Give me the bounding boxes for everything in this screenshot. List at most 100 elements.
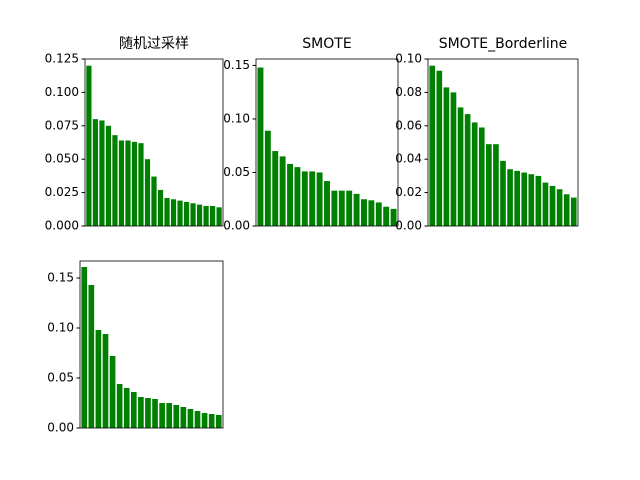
y-tick-label: 0.00 <box>223 219 250 233</box>
bar <box>368 200 375 226</box>
bar <box>514 170 520 226</box>
bar <box>118 140 125 226</box>
bar <box>173 405 180 428</box>
bar <box>457 107 464 226</box>
bar <box>570 197 577 226</box>
bar <box>102 334 109 428</box>
bar <box>493 144 499 226</box>
bar <box>159 403 165 428</box>
bar <box>316 172 323 226</box>
bar <box>81 267 88 428</box>
bar <box>130 392 137 428</box>
bar <box>125 140 131 226</box>
bar <box>383 206 390 226</box>
bar <box>183 201 190 226</box>
bar <box>301 171 308 226</box>
y-tick-label: 0.125 <box>45 52 79 66</box>
y-tick-label: 0.10 <box>223 111 250 125</box>
bar <box>279 156 286 226</box>
bar <box>264 130 271 226</box>
axes-frame <box>84 58 224 227</box>
bar <box>486 144 492 226</box>
bar <box>203 205 209 226</box>
y-tick-label: 0.05 <box>47 371 74 385</box>
bar <box>196 204 203 226</box>
bar <box>99 120 105 226</box>
y-tick-label: 0.10 <box>395 52 422 66</box>
bar <box>507 169 513 226</box>
bar <box>88 285 95 428</box>
axes-frame <box>255 58 399 227</box>
bar <box>346 190 353 226</box>
bar <box>190 203 196 226</box>
chart-title: SMOTE <box>302 36 351 52</box>
axes-frame <box>427 58 579 227</box>
y-tick-label: 0.00 <box>395 219 422 233</box>
bar <box>157 189 164 226</box>
y-tick-label: 0.025 <box>45 185 79 199</box>
chart-title: 随机过采样 <box>119 36 189 52</box>
y-tick-label: 0.05 <box>223 165 250 179</box>
bar <box>353 193 360 226</box>
bar <box>215 415 222 428</box>
bar <box>194 411 201 428</box>
bar <box>123 388 130 428</box>
bar <box>500 160 506 226</box>
bar <box>294 167 301 226</box>
bar <box>138 397 144 428</box>
bar <box>95 330 102 428</box>
y-tick-label: 0.02 <box>395 185 422 199</box>
bar <box>151 176 157 226</box>
bar <box>170 199 177 226</box>
bar <box>180 407 187 428</box>
bar <box>375 202 382 226</box>
bar <box>92 119 99 226</box>
bar <box>556 189 563 226</box>
bar <box>549 185 556 226</box>
bar <box>443 87 450 226</box>
bar <box>521 172 528 226</box>
y-tick-label: 0.075 <box>45 118 79 132</box>
chart-title: SMOTE_Borderline <box>439 36 568 52</box>
axes-frame <box>79 260 224 429</box>
bar <box>309 171 316 226</box>
bar <box>86 65 92 227</box>
bar <box>429 65 436 227</box>
bar <box>112 135 118 226</box>
bar <box>216 207 222 226</box>
bar <box>324 181 330 226</box>
bar <box>138 143 144 226</box>
y-tick-label: 0.100 <box>45 85 79 99</box>
bar <box>287 163 293 226</box>
bar <box>152 399 158 428</box>
bar <box>542 182 549 226</box>
y-tick-label: 0.00 <box>47 421 74 435</box>
y-tick-label: 0.06 <box>395 118 422 132</box>
bar <box>131 141 138 226</box>
bar <box>187 409 194 428</box>
bar <box>257 67 264 226</box>
bar <box>361 199 367 226</box>
bar <box>390 208 397 226</box>
y-tick-label: 0.050 <box>45 152 79 166</box>
bar <box>331 190 338 226</box>
bar <box>105 125 112 226</box>
bar <box>144 159 151 226</box>
bar <box>209 205 216 226</box>
bar <box>338 190 345 226</box>
bar <box>478 127 485 226</box>
y-tick-label: 0.15 <box>223 58 250 72</box>
bar <box>109 356 116 428</box>
bar <box>166 403 173 428</box>
y-tick-label: 0.15 <box>47 271 74 285</box>
y-tick-label: 0.10 <box>47 321 74 335</box>
bar <box>272 151 279 226</box>
bar <box>436 70 443 226</box>
bar <box>116 384 123 428</box>
bar <box>201 413 208 428</box>
bar <box>164 197 170 226</box>
y-tick-label: 0.04 <box>395 152 422 166</box>
bar <box>471 122 478 226</box>
bar <box>563 194 570 226</box>
